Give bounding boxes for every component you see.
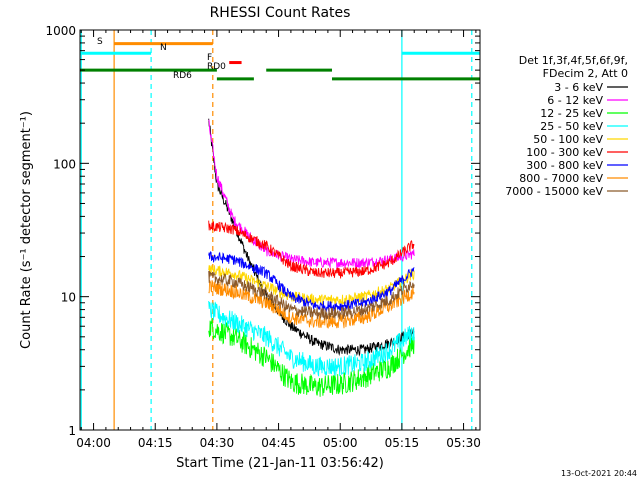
series-line-800-7000-kev bbox=[208, 280, 415, 329]
plot-frame bbox=[79, 29, 481, 431]
legend-label-4: 50 - 100 keV bbox=[533, 133, 603, 146]
y-axis-label: Count Rate (s⁻¹ detector segment⁻¹) bbox=[19, 111, 34, 349]
series-line-7000-15000-kev bbox=[208, 270, 415, 321]
series-line-50-100-kev bbox=[208, 264, 415, 306]
flag-label-s: S bbox=[97, 37, 103, 47]
y-tick-label-0: 1 bbox=[68, 424, 76, 438]
legend-header-line-2: FDecim 2, Att 0 bbox=[543, 67, 628, 80]
legend-label-2: 12 - 25 keV bbox=[540, 107, 603, 120]
legend-label-6: 300 - 800 keV bbox=[526, 159, 603, 172]
y-tick-label-2: 100 bbox=[53, 157, 76, 171]
axes: 04:00 04:15 04:30 04:45 05:00 05:15 05:30 1 10 10… bbox=[45, 24, 480, 450]
x-tick-label-4: 05:00 bbox=[323, 436, 358, 450]
legend-label-1: 6 - 12 keV bbox=[547, 94, 603, 107]
legend-label-0: 3 - 6 keV bbox=[554, 81, 603, 94]
legend-label-8: 7000 - 15000 keV bbox=[505, 185, 603, 198]
series-line-25-50-kev bbox=[208, 300, 415, 377]
series-line-100-300-kev bbox=[208, 220, 415, 279]
x-axis-label: Start Time (21-Jan-11 03:56:42) bbox=[176, 456, 384, 471]
x-tick-label-2: 04:30 bbox=[200, 436, 235, 450]
y-tick-label-1: 10 bbox=[61, 291, 76, 305]
series-line-300-800-kev bbox=[208, 250, 415, 313]
vertical-marker-lines bbox=[80, 30, 473, 430]
x-tick-label-1: 04:15 bbox=[138, 436, 173, 450]
x-tick-label-3: 04:45 bbox=[261, 436, 296, 450]
flag-label-rd0: RD0 bbox=[207, 62, 226, 72]
y-tick-label-3: 1000 bbox=[45, 24, 76, 38]
flag-label-rd6: RD6 bbox=[173, 71, 192, 81]
chart-title: RHESSI Count Rates bbox=[210, 5, 351, 21]
footer-timestamp: 13-Oct-2021 20:44 bbox=[561, 469, 637, 478]
series-line-12-25-kev bbox=[208, 318, 415, 397]
x-tick-label-0: 04:00 bbox=[76, 436, 111, 450]
legend-label-7: 800 - 7000 keV bbox=[519, 172, 603, 185]
x-tick-label-5: 05:15 bbox=[385, 436, 420, 450]
flag-label-f: F bbox=[207, 53, 212, 63]
legend-header-line-1: Det 1f,3f,4f,5f,6f,9f, bbox=[519, 54, 628, 67]
legend-label-3: 25 - 50 keV bbox=[540, 120, 603, 133]
x-tick-label-6: 05:30 bbox=[446, 436, 481, 450]
legend-label-5: 100 - 300 keV bbox=[526, 146, 603, 159]
flag-label-n: N bbox=[160, 43, 167, 53]
data-series bbox=[208, 118, 415, 397]
series-line-6-12-kev bbox=[208, 119, 415, 269]
